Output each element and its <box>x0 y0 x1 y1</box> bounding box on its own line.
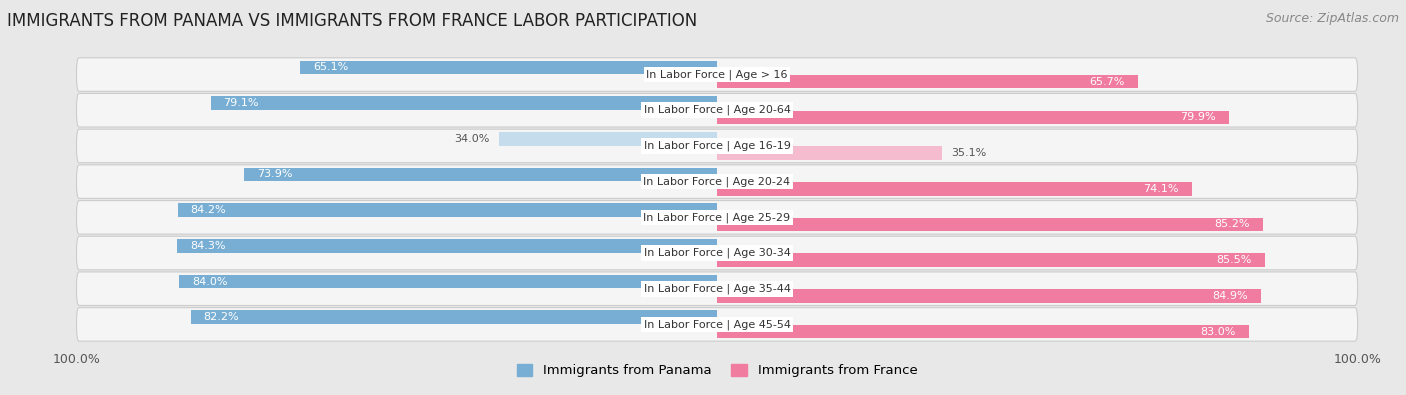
Text: In Labor Force | Age 35-44: In Labor Force | Age 35-44 <box>644 284 790 294</box>
FancyBboxPatch shape <box>76 308 1358 341</box>
FancyBboxPatch shape <box>76 201 1358 234</box>
FancyBboxPatch shape <box>76 58 1358 91</box>
Text: In Labor Force | Age 30-34: In Labor Force | Age 30-34 <box>644 248 790 258</box>
Text: In Labor Force | Age 16-19: In Labor Force | Age 16-19 <box>644 141 790 151</box>
FancyBboxPatch shape <box>76 129 1358 163</box>
Text: 79.1%: 79.1% <box>224 98 259 108</box>
Bar <box>211 96 717 110</box>
Text: 65.1%: 65.1% <box>314 62 349 72</box>
Text: 83.0%: 83.0% <box>1201 327 1236 337</box>
Text: Source: ZipAtlas.com: Source: ZipAtlas.com <box>1265 12 1399 25</box>
Bar <box>191 310 717 324</box>
FancyBboxPatch shape <box>76 236 1358 270</box>
Text: In Labor Force | Age > 16: In Labor Force | Age > 16 <box>647 69 787 80</box>
Text: 35.1%: 35.1% <box>952 148 987 158</box>
FancyBboxPatch shape <box>76 94 1358 127</box>
Text: 85.5%: 85.5% <box>1216 255 1251 265</box>
Bar <box>717 182 1191 196</box>
Text: In Labor Force | Age 25-29: In Labor Force | Age 25-29 <box>644 212 790 222</box>
Bar <box>179 203 717 217</box>
Text: In Labor Force | Age 20-24: In Labor Force | Age 20-24 <box>644 177 790 187</box>
Bar <box>177 239 717 253</box>
Text: 79.9%: 79.9% <box>1180 113 1216 122</box>
Text: 74.1%: 74.1% <box>1143 184 1178 194</box>
Text: 84.2%: 84.2% <box>191 205 226 215</box>
Bar <box>301 60 717 74</box>
Bar <box>179 275 717 288</box>
Text: 82.2%: 82.2% <box>204 312 239 322</box>
Text: In Labor Force | Age 45-54: In Labor Force | Age 45-54 <box>644 319 790 330</box>
Legend: Immigrants from Panama, Immigrants from France: Immigrants from Panama, Immigrants from … <box>512 359 922 382</box>
Text: 34.0%: 34.0% <box>454 134 489 144</box>
Text: 84.0%: 84.0% <box>193 276 228 286</box>
Text: 85.2%: 85.2% <box>1215 220 1250 229</box>
Bar <box>717 325 1249 339</box>
Bar <box>243 168 717 181</box>
Bar <box>717 75 1137 88</box>
Text: In Labor Force | Age 20-64: In Labor Force | Age 20-64 <box>644 105 790 115</box>
Bar <box>717 146 942 160</box>
FancyBboxPatch shape <box>76 272 1358 305</box>
Text: 73.9%: 73.9% <box>257 169 292 179</box>
Bar <box>717 289 1261 303</box>
FancyBboxPatch shape <box>76 165 1358 198</box>
Bar <box>717 218 1263 231</box>
Bar <box>717 111 1229 124</box>
Text: 65.7%: 65.7% <box>1090 77 1125 87</box>
Text: 84.9%: 84.9% <box>1212 291 1249 301</box>
Bar <box>717 253 1264 267</box>
Text: 84.3%: 84.3% <box>190 241 225 251</box>
Bar <box>499 132 717 146</box>
Text: IMMIGRANTS FROM PANAMA VS IMMIGRANTS FROM FRANCE LABOR PARTICIPATION: IMMIGRANTS FROM PANAMA VS IMMIGRANTS FRO… <box>7 12 697 30</box>
